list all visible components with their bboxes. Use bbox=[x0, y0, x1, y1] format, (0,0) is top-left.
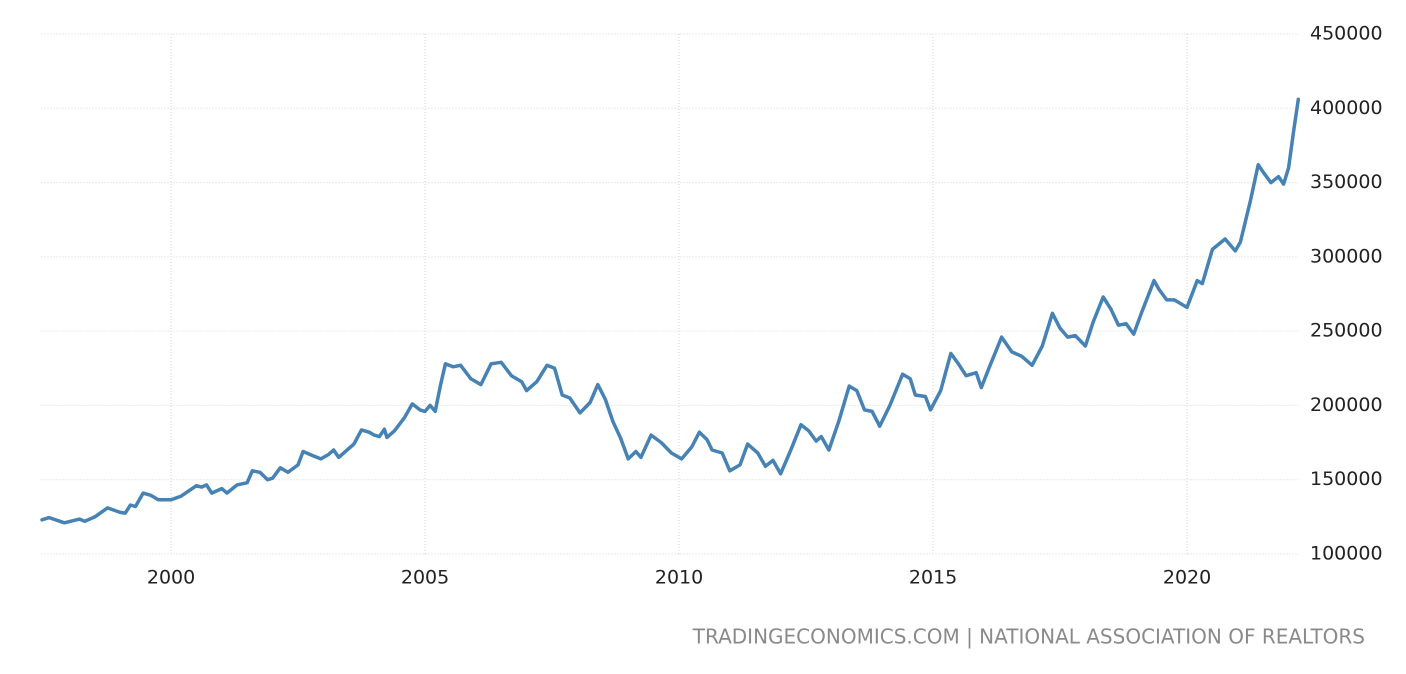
x-tick-label: 2005 bbox=[401, 567, 449, 589]
x-tick-label: 2015 bbox=[909, 567, 957, 589]
grid bbox=[41, 33, 1299, 555]
y-tick-label: 250000 bbox=[1310, 320, 1383, 342]
x-tick-label: 2010 bbox=[655, 567, 703, 589]
x-tick-label: 2000 bbox=[147, 567, 195, 589]
y-tick-label: 200000 bbox=[1310, 394, 1383, 416]
x-tick-label: 2020 bbox=[1163, 567, 1211, 589]
y-tick-label: 350000 bbox=[1310, 171, 1383, 193]
y-tick-label: 300000 bbox=[1310, 245, 1383, 267]
y-tick-label: 100000 bbox=[1310, 543, 1383, 565]
source: TRADINGECONOMICS.COM | NATIONAL ASSOCIAT… bbox=[692, 625, 1365, 649]
y-tick-label: 400000 bbox=[1310, 97, 1383, 119]
y-tick-label: 450000 bbox=[1310, 23, 1383, 45]
y-tick-label: 150000 bbox=[1310, 468, 1383, 490]
plot bbox=[40, 97, 1301, 525]
series-line bbox=[40, 97, 1301, 525]
